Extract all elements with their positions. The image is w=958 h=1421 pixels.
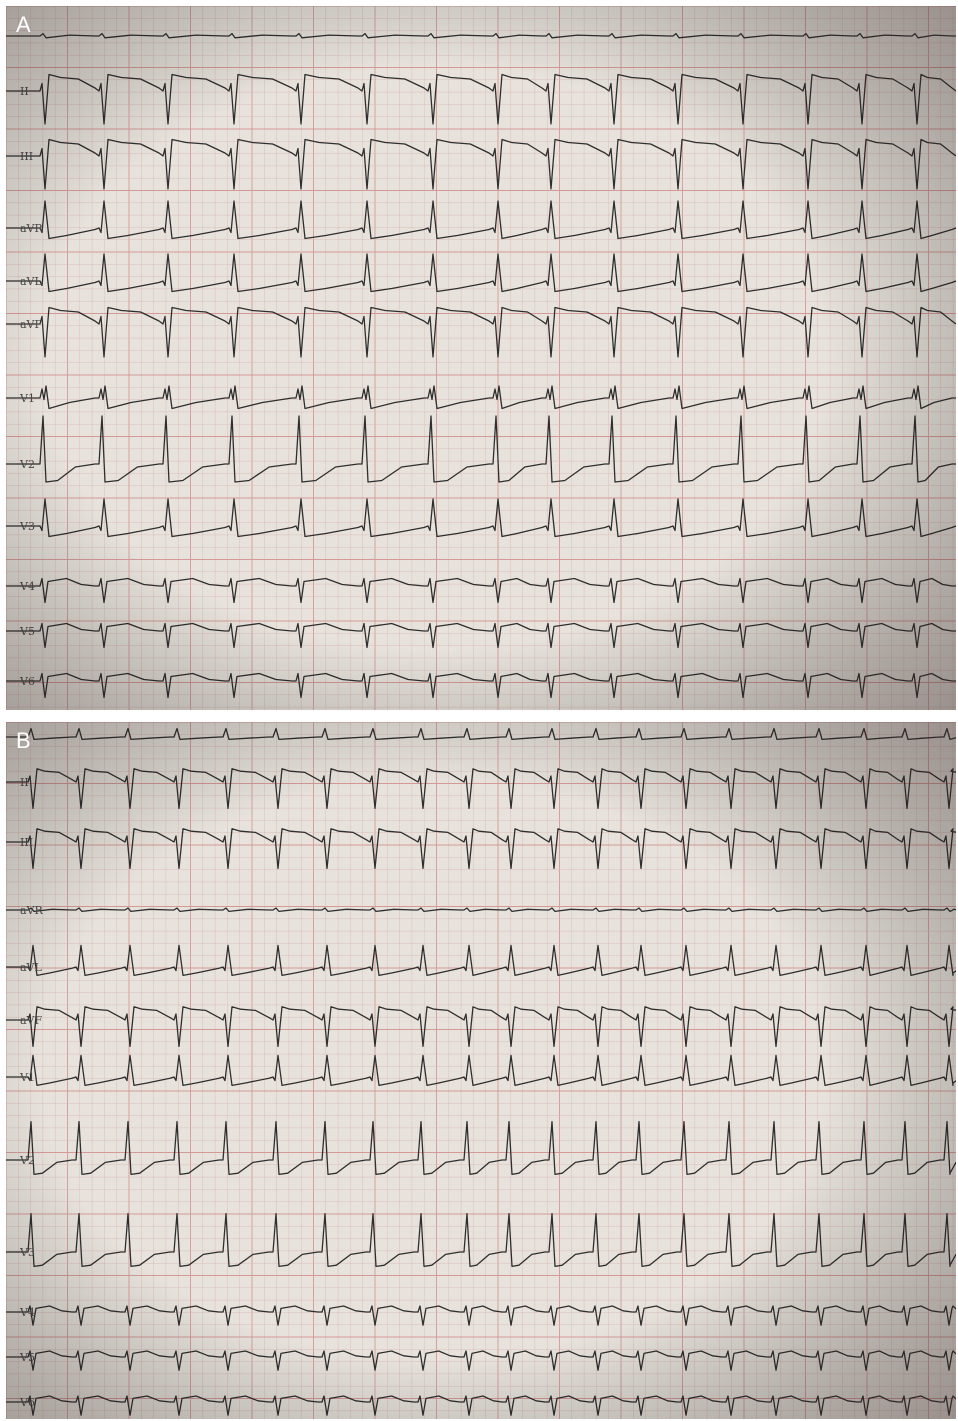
panel-label-a: A [16, 12, 31, 37]
ecg-panel-a: IIIIIaVRaVLaVFV1V2V3V4V5V6 A [6, 6, 956, 710]
panel-label-b: B [16, 728, 31, 753]
photo-vignette [6, 722, 956, 1419]
ecg-strip-b: IIIIIaVRaVLaVFV1V2V3V4V5V6 [6, 722, 956, 1419]
ecg-strip-a: IIIIIaVRaVLaVFV1V2V3V4V5V6 [6, 6, 956, 710]
photo-vignette [6, 6, 956, 710]
ecg-panel-b: IIIIIaVRaVLaVFV1V2V3V4V5V6 B [6, 722, 956, 1419]
